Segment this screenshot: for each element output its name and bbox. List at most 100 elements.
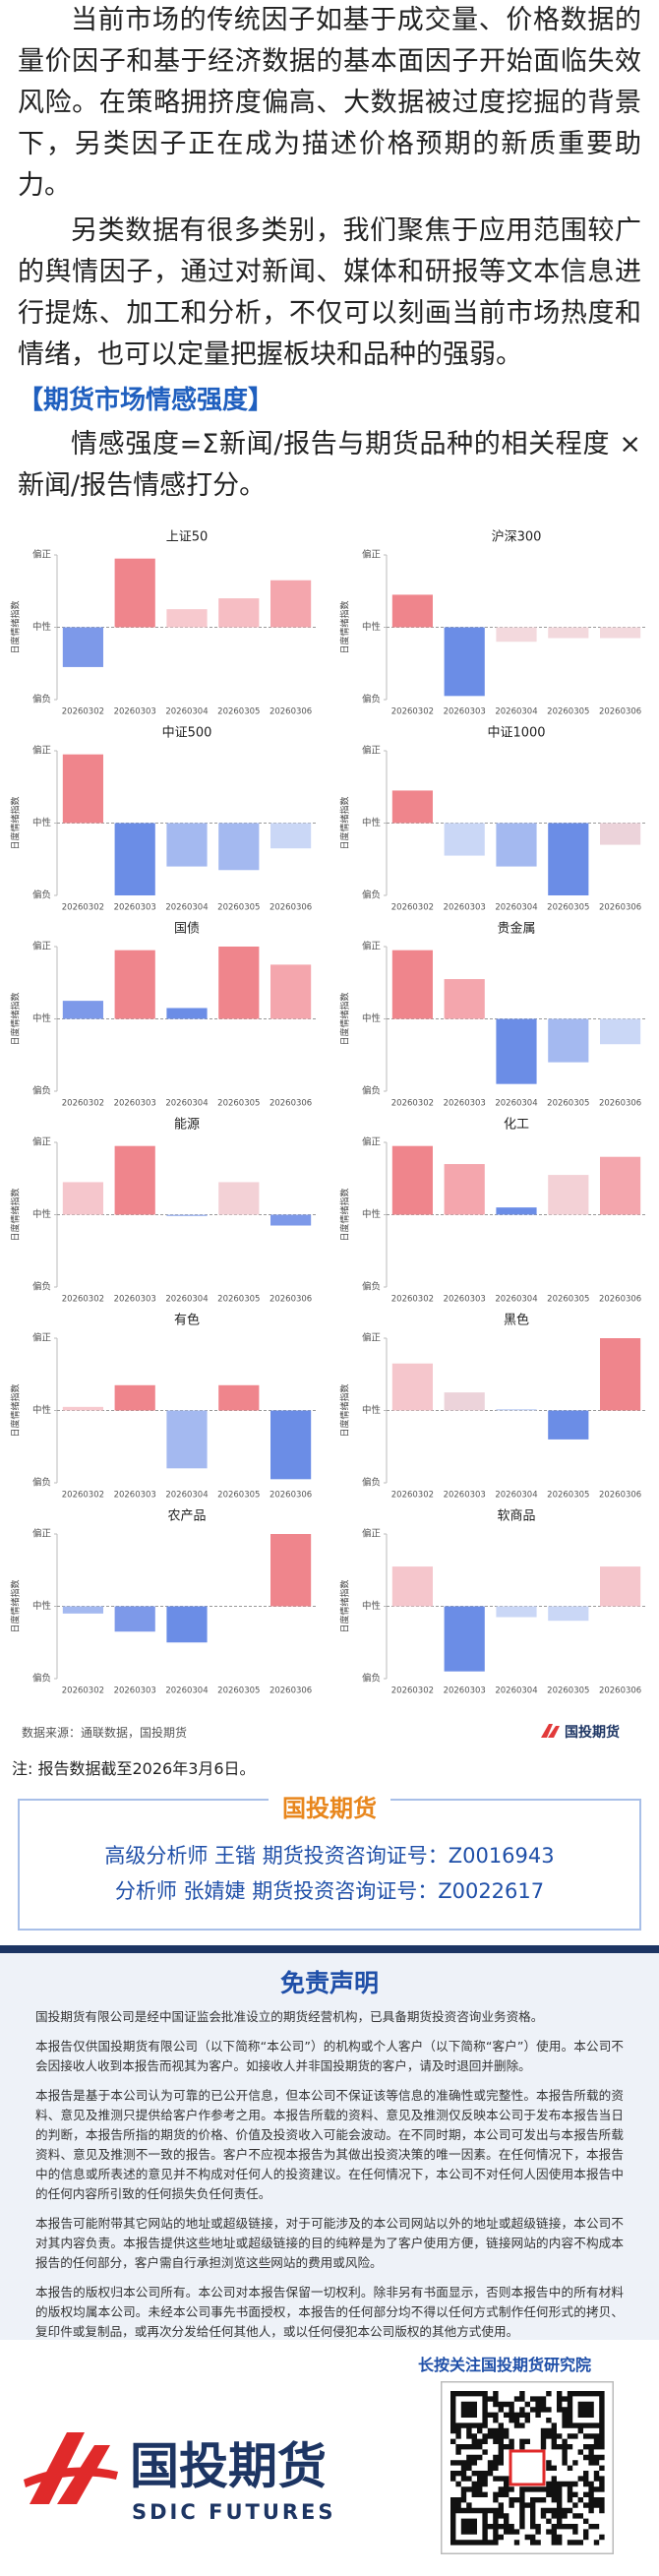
y-tick-label: 偏正 bbox=[362, 1332, 382, 1344]
y-tick-label: 偏正 bbox=[32, 549, 52, 561]
y-tick-label: 中性 bbox=[362, 1404, 382, 1416]
bar bbox=[62, 1001, 103, 1019]
bar bbox=[444, 823, 485, 856]
x-tick-label: 20260303 bbox=[444, 1099, 486, 1109]
bar bbox=[166, 1410, 208, 1469]
disclaimer-paragraph: 本报告可能附带其它网站的地址或超级链接，对于可能涉及的本公司网站以外的地址或超级… bbox=[35, 2216, 624, 2270]
bar bbox=[496, 823, 537, 867]
y-tick-label: 偏正 bbox=[362, 549, 382, 561]
chart-title: 沪深300 bbox=[492, 529, 542, 545]
bar bbox=[114, 950, 155, 1019]
disclaimer-paragraph: 国投期货有限公司是经中国证监会批准设立的期货经营机构，已具备期货投资咨询业务资格… bbox=[35, 2009, 544, 2024]
x-tick-label: 20260302 bbox=[62, 1295, 104, 1305]
bar bbox=[166, 823, 208, 867]
y-tick-label: 偏负 bbox=[362, 694, 381, 705]
logo-icon bbox=[24, 2467, 118, 2487]
x-tick-label: 20260303 bbox=[444, 903, 486, 913]
y-tick-label: 偏正 bbox=[32, 941, 52, 952]
bar bbox=[62, 754, 103, 824]
bar bbox=[166, 609, 208, 628]
y-axis-label: 日度情绪指数 bbox=[339, 600, 351, 653]
bar bbox=[391, 1145, 433, 1215]
x-tick-label: 20260304 bbox=[495, 707, 537, 717]
x-tick-label: 20260304 bbox=[495, 1099, 537, 1109]
bar bbox=[548, 1175, 589, 1215]
chart-title: 国债 bbox=[174, 922, 200, 937]
bar bbox=[548, 1018, 589, 1063]
bar bbox=[270, 1534, 312, 1607]
x-tick-label: 20260305 bbox=[547, 707, 589, 717]
x-tick-label: 20260306 bbox=[270, 903, 312, 913]
logo-en: SDIC FUTURES bbox=[132, 2500, 336, 2524]
x-tick-label: 20260302 bbox=[391, 707, 434, 717]
chart-title: 化工 bbox=[504, 1118, 529, 1133]
y-tick-label: 偏负 bbox=[362, 1281, 381, 1293]
y-axis-label: 日度情绪指数 bbox=[339, 1579, 351, 1632]
bar bbox=[270, 964, 312, 1019]
x-tick-label: 20260302 bbox=[391, 1491, 434, 1501]
y-tick-label: 偏负 bbox=[362, 1085, 381, 1097]
x-tick-label: 20260306 bbox=[599, 903, 641, 913]
bar bbox=[391, 1566, 433, 1607]
x-tick-label: 20260305 bbox=[217, 1491, 260, 1501]
x-tick-label: 20260304 bbox=[495, 1687, 537, 1696]
x-tick-label: 20260303 bbox=[114, 1295, 156, 1305]
x-tick-label: 20260303 bbox=[444, 707, 486, 717]
y-tick-label: 偏负 bbox=[32, 889, 51, 901]
bar bbox=[218, 1182, 260, 1215]
follow-text: 长按关注国投期货研究院 bbox=[418, 2356, 592, 2374]
y-tick-label: 偏正 bbox=[32, 745, 52, 757]
y-tick-label: 中性 bbox=[362, 621, 382, 633]
x-tick-label: 20260303 bbox=[114, 903, 156, 913]
y-tick-label: 偏正 bbox=[362, 745, 382, 757]
y-tick-label: 中性 bbox=[362, 1012, 382, 1024]
x-tick-label: 20260302 bbox=[391, 1099, 434, 1109]
x-tick-label: 20260305 bbox=[217, 707, 260, 717]
chart-title: 贵金属 bbox=[497, 921, 535, 937]
y-tick-label: 中性 bbox=[32, 1404, 52, 1416]
x-tick-label: 20260303 bbox=[444, 1687, 486, 1696]
x-tick-label: 20260303 bbox=[114, 1491, 156, 1501]
x-tick-label: 20260305 bbox=[547, 1687, 589, 1696]
analyst-line: 分析师 张婧婕 期货投资咨询证号：Z0022617 bbox=[114, 1879, 545, 1903]
y-tick-label: 中性 bbox=[32, 621, 52, 633]
y-axis-label: 日度情绪指数 bbox=[10, 796, 22, 849]
y-tick-label: 中性 bbox=[32, 1208, 52, 1220]
formula: 情感强度=Σ新闻/报告与期货品种的相关程度 × 新闻/报告情感打分。 bbox=[18, 429, 641, 501]
disclaimer-title: 免责声明 bbox=[279, 1969, 379, 1997]
bar bbox=[600, 1156, 641, 1215]
y-tick-label: 中性 bbox=[32, 1600, 52, 1612]
y-tick-label: 偏正 bbox=[362, 1136, 382, 1148]
y-tick-label: 偏负 bbox=[32, 1085, 51, 1097]
bar bbox=[548, 1606, 589, 1622]
x-tick-label: 20260306 bbox=[270, 1491, 312, 1501]
x-tick-label: 20260306 bbox=[270, 1099, 312, 1109]
x-tick-label: 20260305 bbox=[547, 1099, 589, 1109]
bar bbox=[444, 1164, 485, 1215]
logo-cn: 国投期货 bbox=[130, 2438, 327, 2495]
bar bbox=[444, 1606, 485, 1672]
x-tick-label: 20260304 bbox=[495, 1491, 537, 1501]
x-tick-label: 20260304 bbox=[165, 1099, 208, 1109]
bar bbox=[391, 594, 433, 628]
bar bbox=[114, 1606, 155, 1632]
x-tick-label: 20260302 bbox=[391, 1295, 434, 1305]
y-axis-label: 日度情绪指数 bbox=[10, 1383, 22, 1437]
logo-icon bbox=[30, 2432, 85, 2504]
source-logo: 国投期货 bbox=[541, 1724, 620, 1741]
y-tick-label: 偏负 bbox=[362, 1673, 381, 1685]
bar bbox=[270, 823, 312, 849]
x-tick-label: 20260306 bbox=[270, 1687, 312, 1696]
bar bbox=[496, 1018, 537, 1084]
y-tick-label: 中性 bbox=[362, 1208, 382, 1220]
bar bbox=[270, 580, 312, 628]
x-tick-label: 20260306 bbox=[599, 1687, 641, 1696]
bar bbox=[218, 1384, 260, 1411]
y-tick-label: 偏正 bbox=[32, 1528, 52, 1540]
y-tick-label: 偏负 bbox=[32, 694, 51, 705]
x-tick-label: 20260306 bbox=[599, 1295, 641, 1305]
x-tick-label: 20260303 bbox=[444, 1295, 486, 1305]
bar bbox=[444, 627, 485, 697]
note: 注: 报告数据截至2026年3月6日。 bbox=[12, 1759, 256, 1778]
